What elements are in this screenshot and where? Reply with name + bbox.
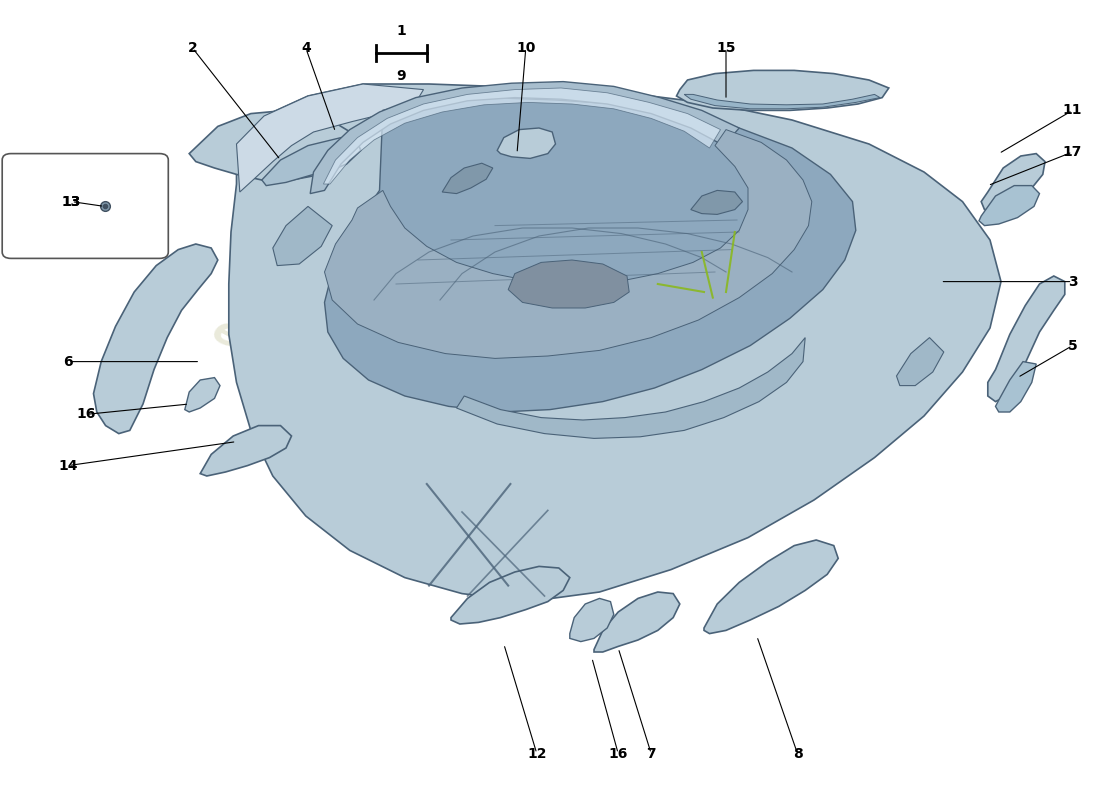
Text: 9: 9 (397, 69, 406, 82)
Text: 7: 7 (647, 746, 656, 761)
Text: 2: 2 (188, 41, 197, 55)
Text: 3: 3 (1068, 274, 1077, 289)
Polygon shape (324, 98, 856, 412)
Text: 16: 16 (608, 746, 628, 761)
Polygon shape (324, 130, 812, 358)
Text: 12: 12 (527, 746, 547, 761)
Text: 13: 13 (62, 194, 81, 209)
Polygon shape (570, 598, 614, 642)
Text: 4: 4 (301, 41, 310, 55)
Polygon shape (456, 338, 805, 438)
Text: 17: 17 (1063, 145, 1082, 159)
Text: 8: 8 (793, 746, 802, 761)
Polygon shape (704, 540, 838, 634)
Polygon shape (200, 426, 292, 476)
Text: 13: 13 (62, 194, 81, 209)
Polygon shape (988, 276, 1065, 402)
Text: 6: 6 (64, 354, 73, 369)
Text: 11: 11 (1063, 103, 1082, 118)
Polygon shape (236, 84, 424, 192)
Text: a part of your life...since 1985: a part of your life...since 1985 (279, 419, 491, 541)
FancyBboxPatch shape (2, 154, 168, 258)
Polygon shape (262, 138, 354, 186)
Polygon shape (684, 94, 880, 109)
Polygon shape (981, 154, 1045, 210)
Polygon shape (442, 163, 493, 194)
Polygon shape (896, 338, 944, 386)
Text: 1: 1 (397, 24, 406, 38)
Polygon shape (189, 110, 361, 180)
Polygon shape (979, 186, 1040, 226)
Polygon shape (497, 128, 556, 158)
Polygon shape (229, 84, 1001, 602)
Polygon shape (94, 244, 218, 434)
Polygon shape (310, 82, 739, 194)
Polygon shape (185, 378, 220, 412)
Polygon shape (273, 206, 332, 266)
Text: 16: 16 (76, 407, 96, 422)
Text: euro car parts: euro car parts (206, 310, 498, 490)
Polygon shape (691, 190, 742, 214)
Polygon shape (508, 260, 629, 308)
Polygon shape (676, 70, 889, 110)
Text: 15: 15 (716, 41, 736, 55)
Polygon shape (996, 362, 1036, 412)
Text: 14: 14 (58, 458, 78, 473)
Text: 10: 10 (516, 41, 536, 55)
Polygon shape (323, 88, 720, 184)
Polygon shape (451, 566, 570, 624)
Text: 5: 5 (1068, 338, 1077, 353)
Polygon shape (594, 592, 680, 652)
